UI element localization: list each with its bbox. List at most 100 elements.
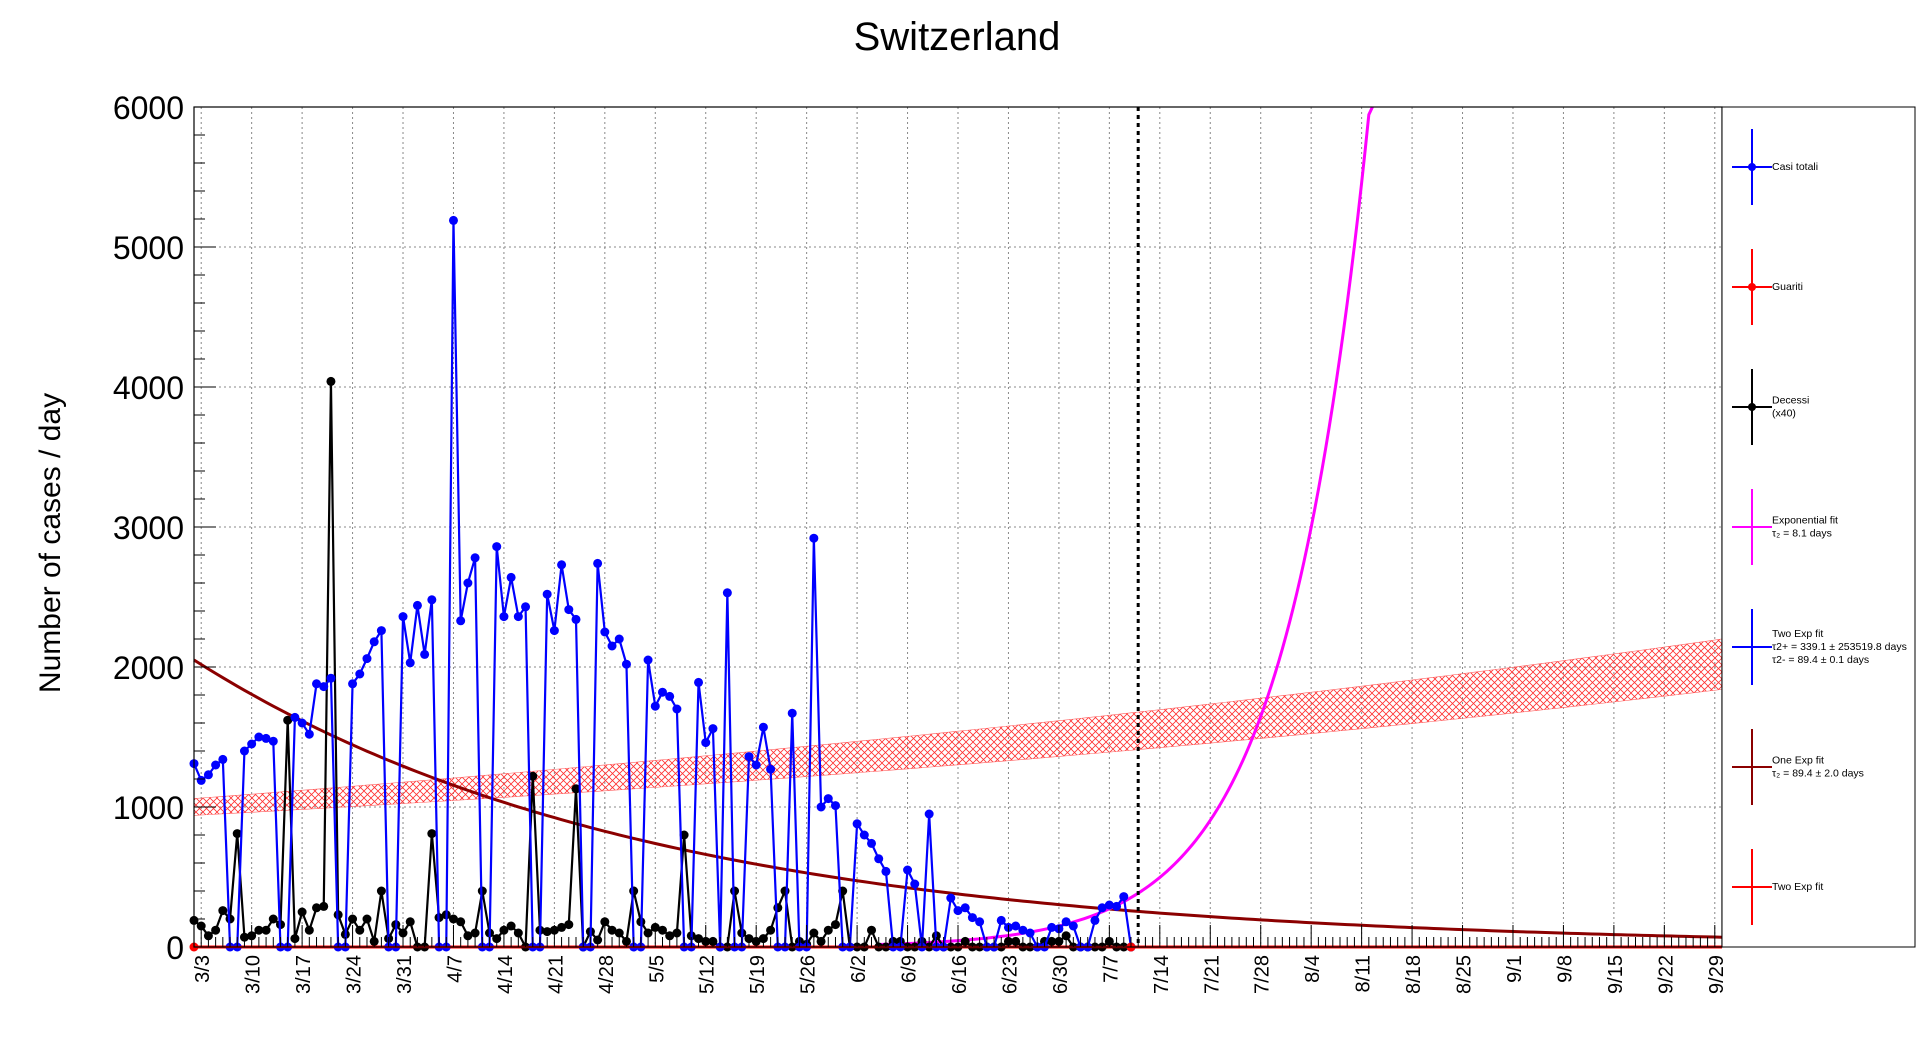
decessi-point xyxy=(218,906,228,916)
decessi-point xyxy=(362,914,372,924)
casi-totali-point xyxy=(708,724,718,734)
casi-totali-point xyxy=(304,729,314,739)
decessi-point xyxy=(542,927,552,937)
decessi-point xyxy=(564,920,574,930)
casi-totali-point xyxy=(643,655,653,665)
casi-totali-point xyxy=(1068,921,1078,931)
legend-entry-label: Two Exp fit xyxy=(1772,881,1823,893)
x-tick-label: 3/31 xyxy=(394,955,416,994)
casi-totali-point xyxy=(463,578,473,588)
casi-totali-point xyxy=(657,687,667,697)
casi-totali-point xyxy=(312,679,322,689)
casi-totali-point xyxy=(600,627,610,637)
casi-totali-point xyxy=(960,903,970,913)
decessi-point xyxy=(513,928,523,938)
decessi-point xyxy=(665,931,675,941)
x-tick-label: 7/28 xyxy=(1252,955,1274,994)
casi-totali-point xyxy=(254,732,264,742)
casi-totali-point xyxy=(867,838,877,848)
casi-totali-point xyxy=(1011,921,1021,931)
casi-totali-point xyxy=(1090,915,1100,925)
legend-box xyxy=(1721,106,1916,948)
x-tick-label: 4/28 xyxy=(596,955,618,994)
x-tick-label: 7/14 xyxy=(1151,955,1173,994)
y-tick-label: 0 xyxy=(166,930,184,966)
x-tick-label: 3/24 xyxy=(344,955,366,994)
casi-totali-point xyxy=(470,553,480,563)
casi-totali-point xyxy=(376,626,386,636)
casi-totali-point xyxy=(924,809,934,819)
x-tick-label: 5/26 xyxy=(798,955,820,994)
y-tick-label: 2000 xyxy=(113,650,184,686)
decessi-point xyxy=(1061,931,1071,941)
decessi-point xyxy=(376,886,386,896)
decessi-point xyxy=(427,829,437,839)
casi-totali-point xyxy=(362,654,372,664)
casi-totali-point xyxy=(290,712,300,722)
x-tick-label: 9/8 xyxy=(1554,955,1576,983)
decessi-point xyxy=(823,925,833,935)
legend-entry-label: Exponential fit xyxy=(1772,515,1838,527)
decessi-point xyxy=(203,931,213,941)
x-tick-label: 8/4 xyxy=(1302,955,1324,983)
legend-entry-detail: τ₂ = 89.4 ± 2.0 days xyxy=(1772,768,1864,780)
casi-totali-point xyxy=(499,612,509,622)
casi-totali-point xyxy=(355,669,365,679)
decessi-point xyxy=(232,829,242,839)
casi-totali-point xyxy=(218,754,228,764)
decessi-point xyxy=(261,925,271,935)
data-series xyxy=(189,215,1136,952)
casi-totali-point xyxy=(665,691,675,701)
decessi-point xyxy=(809,928,819,938)
casi-totali-point xyxy=(1119,892,1129,902)
decessi-point xyxy=(571,784,581,794)
casi-totali-point xyxy=(1047,922,1057,932)
decessi-point xyxy=(506,921,516,931)
casi-totali-point xyxy=(513,612,523,622)
x-tick-label: 6/30 xyxy=(1050,955,1072,994)
casi-totali-point xyxy=(903,865,913,875)
casi-totali-point xyxy=(1097,903,1107,913)
decessi-point xyxy=(600,917,610,927)
casi-totali-point xyxy=(319,682,329,692)
casi-totali-point xyxy=(412,600,422,610)
casi-totali-point xyxy=(521,602,531,612)
legend-entry-detail: τ2+ = 339.1 ± 253519.8 days xyxy=(1772,641,1907,653)
legend-entry-label: Decessi xyxy=(1772,395,1809,407)
decessi-point xyxy=(780,886,790,896)
x-tick-label: 9/15 xyxy=(1605,955,1627,994)
decessi-point xyxy=(297,907,307,917)
decessi-point xyxy=(211,925,221,935)
y-tick-label: 6000 xyxy=(113,90,184,126)
legend-entry-label: Guariti xyxy=(1772,281,1803,293)
x-tick-label: 3/3 xyxy=(192,955,214,983)
casi-totali-point xyxy=(1025,928,1035,938)
casi-totali-point xyxy=(492,542,502,552)
casi-totali-point xyxy=(830,801,840,811)
casi-totali-point xyxy=(506,572,516,582)
legend-marker-dot xyxy=(1748,163,1756,171)
casi-totali-point xyxy=(369,637,379,647)
casi-totali-point xyxy=(694,677,704,687)
decessi-point xyxy=(326,376,336,386)
x-tick-label: 5/12 xyxy=(697,955,719,994)
casi-totali-point xyxy=(1061,917,1071,927)
casi-totali-point xyxy=(420,649,430,659)
x-tick-label: 7/7 xyxy=(1100,955,1122,983)
legend-entry-detail: τ₂ = 8.1 days xyxy=(1772,528,1832,540)
casi-totali-point xyxy=(398,612,408,622)
casi-totali-point xyxy=(701,738,711,748)
casi-totali-point xyxy=(953,906,963,916)
x-tick-label: 6/2 xyxy=(848,955,870,983)
decessi-point xyxy=(672,928,682,938)
casi-totali-point xyxy=(722,588,732,598)
casi-totali-point xyxy=(239,746,249,756)
y-tick-label: 5000 xyxy=(113,230,184,266)
casi-totali-point xyxy=(268,736,278,746)
casi-totali-point xyxy=(557,560,567,570)
x-tick-label: 3/17 xyxy=(293,955,315,994)
legend-entry-label: Casi totali xyxy=(1772,161,1818,173)
casi-totali-point xyxy=(571,614,581,624)
decessi-point xyxy=(470,928,480,938)
